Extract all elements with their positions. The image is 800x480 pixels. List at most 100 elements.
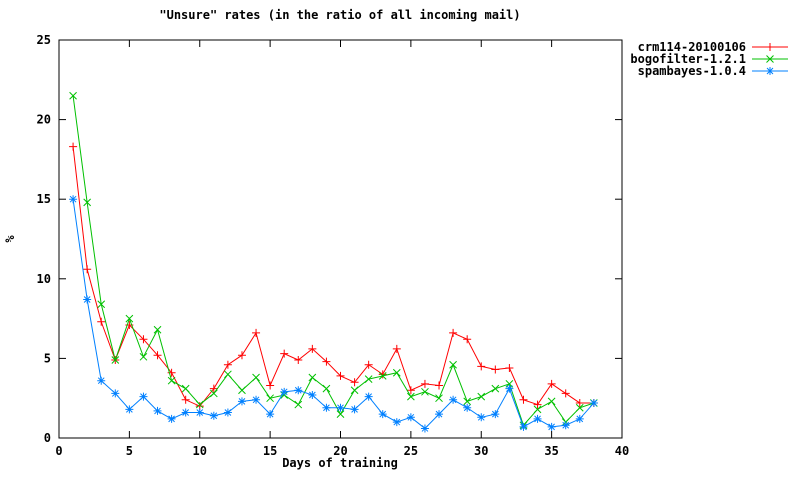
chart-title: "Unsure" rates (in the ratio of all inco… (159, 8, 520, 22)
data-point-bogofilter-1.2.1 (477, 392, 486, 401)
data-point-crm114-20100106 (252, 328, 261, 337)
data-point-spambayes-1.0.4 (139, 392, 148, 401)
data-point-spambayes-1.0.4 (350, 405, 359, 414)
data-point-crm114-20100106 (69, 142, 78, 151)
data-point-bogofilter-1.2.1 (209, 389, 218, 398)
x-tick-label: 15 (263, 444, 277, 458)
data-point-spambayes-1.0.4 (519, 422, 528, 431)
data-point-spambayes-1.0.4 (266, 410, 275, 419)
data-point-bogofilter-1.2.1 (322, 384, 331, 393)
data-point-crm114-20100106 (364, 360, 373, 369)
y-tick-label: 25 (37, 33, 51, 47)
data-point-spambayes-1.0.4 (280, 387, 289, 396)
legend-marker-spambayes-1.0.4 (766, 67, 774, 75)
data-point-bogofilter-1.2.1 (392, 368, 401, 377)
data-point-bogofilter-1.2.1 (407, 392, 415, 401)
data-point-spambayes-1.0.4 (83, 295, 92, 304)
data-point-crm114-20100106 (308, 344, 317, 353)
data-point-spambayes-1.0.4 (252, 395, 261, 404)
data-point-bogofilter-1.2.1 (449, 360, 457, 369)
x-tick-label: 40 (615, 444, 629, 458)
data-point-spambayes-1.0.4 (294, 386, 303, 395)
data-point-spambayes-1.0.4 (463, 403, 472, 412)
data-point-bogofilter-1.2.1 (252, 373, 260, 382)
data-point-crm114-20100106 (420, 379, 429, 388)
data-point-crm114-20100106 (392, 344, 401, 353)
data-point-spambayes-1.0.4 (322, 403, 331, 412)
data-point-bogofilter-1.2.1 (238, 386, 246, 395)
axes: 0 5 10 15 20 25 30 35 40 0 5 10 15 20 25 (37, 33, 630, 458)
data-point-crm114-20100106 (575, 398, 584, 407)
data-point-crm114-20100106 (83, 265, 92, 274)
data-point-crm114-20100106 (449, 328, 458, 337)
data-point-bogofilter-1.2.1 (97, 300, 106, 309)
data-point-bogofilter-1.2.1 (167, 376, 176, 385)
x-tick-label: 30 (474, 444, 488, 458)
data-point-spambayes-1.0.4 (449, 395, 458, 404)
data-point-crm114-20100106 (336, 371, 345, 380)
data-point-spambayes-1.0.4 (575, 414, 584, 423)
data-point-crm114-20100106 (181, 395, 190, 404)
data-point-spambayes-1.0.4 (237, 397, 246, 406)
data-point-spambayes-1.0.4 (125, 405, 134, 414)
y-tick-label: 5 (44, 351, 51, 365)
data-point-bogofilter-1.2.1 (491, 384, 500, 393)
data-point-spambayes-1.0.4 (561, 421, 570, 430)
data-point-spambayes-1.0.4 (167, 414, 176, 423)
data-point-spambayes-1.0.4 (181, 408, 190, 417)
data-point-bogofilter-1.2.1 (195, 400, 204, 409)
data-point-bogofilter-1.2.1 (153, 325, 162, 334)
data-point-crm114-20100106 (561, 389, 570, 398)
data-point-bogofilter-1.2.1 (139, 352, 148, 361)
data-point-bogofilter-1.2.1 (111, 356, 120, 364)
data-point-crm114-20100106 (491, 365, 500, 374)
data-point-spambayes-1.0.4 (378, 410, 387, 419)
legend-marker-crm114-20100106 (766, 43, 774, 51)
data-point-spambayes-1.0.4 (69, 195, 78, 204)
data-point-bogofilter-1.2.1 (350, 386, 359, 395)
data-point-spambayes-1.0.4 (533, 414, 542, 423)
y-axis-label: % (3, 235, 17, 243)
data-point-crm114-20100106 (435, 381, 444, 390)
data-point-bogofilter-1.2.1 (181, 384, 190, 393)
data-point-spambayes-1.0.4 (195, 408, 204, 417)
data-point-bogofilter-1.2.1 (575, 403, 584, 412)
data-point-crm114-20100106 (294, 355, 303, 364)
data-point-crm114-20100106 (406, 386, 415, 395)
legend-label-spambayes-1.0.4: spambayes-1.0.4 (638, 64, 746, 78)
data-point-crm114-20100106 (153, 351, 162, 360)
data-point-bogofilter-1.2.1 (533, 405, 542, 414)
x-axis-label: Days of training (282, 456, 398, 470)
data-point-bogofilter-1.2.1 (435, 394, 443, 403)
data-point-crm114-20100106 (547, 379, 556, 388)
data-point-bogofilter-1.2.1 (463, 397, 472, 406)
series-line-spambayes-1.0.4 (72, 199, 595, 430)
data-point-crm114-20100106 (505, 363, 514, 372)
data-point-bogofilter-1.2.1 (224, 370, 232, 379)
data-point-spambayes-1.0.4 (336, 403, 345, 412)
data-point-spambayes-1.0.4 (420, 424, 429, 433)
series-line-bogofilter-1.2.1 (72, 95, 595, 427)
data-point-spambayes-1.0.4 (111, 389, 120, 398)
data-point-bogofilter-1.2.1 (294, 400, 303, 409)
y-tick-label: 10 (37, 272, 51, 286)
data-point-crm114-20100106 (223, 360, 232, 369)
data-point-crm114-20100106 (350, 378, 359, 387)
x-tick-label: 10 (193, 444, 207, 458)
x-tick-label: 0 (55, 444, 62, 458)
data-point-spambayes-1.0.4 (364, 392, 373, 401)
data-point-spambayes-1.0.4 (477, 413, 486, 422)
data-point-crm114-20100106 (533, 400, 542, 409)
data-point-crm114-20100106 (378, 370, 387, 379)
data-point-bogofilter-1.2.1 (125, 314, 134, 323)
data-point-bogofilter-1.2.1 (336, 410, 345, 418)
data-point-bogofilter-1.2.1 (266, 394, 274, 403)
data-point-spambayes-1.0.4 (308, 391, 317, 400)
legend: crm114-20100106bogofilter-1.2.1spambayes… (630, 40, 788, 78)
data-point-crm114-20100106 (139, 335, 148, 344)
data-point-spambayes-1.0.4 (406, 413, 415, 422)
data-point-crm114-20100106 (266, 381, 275, 390)
data-point-bogofilter-1.2.1 (69, 91, 77, 100)
